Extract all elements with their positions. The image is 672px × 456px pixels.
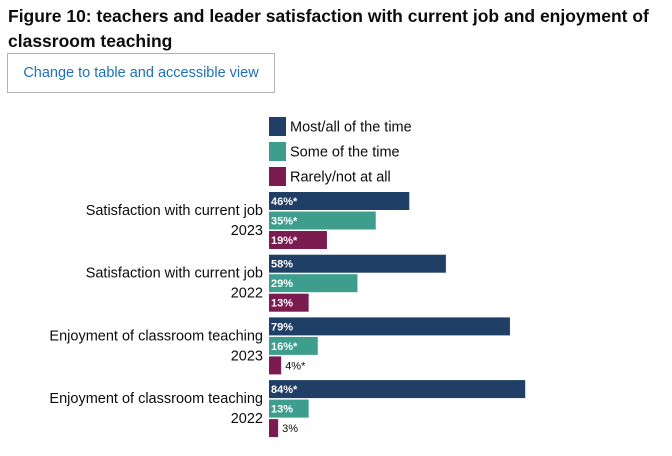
bar-some-of-the-time (269, 336, 318, 355)
category-label: 2022 (231, 286, 263, 302)
bar-rarely-not-at-all (269, 419, 279, 438)
data-label: 84%* (271, 384, 298, 396)
legend-label-some-of-the-time: Some of the time (290, 145, 400, 161)
bar-group-3: Enjoyment of classroom teaching 2022 84%* 1… (49, 380, 526, 438)
legend: Most/all of the time Some of the time Rare… (269, 117, 412, 186)
data-label: 19%* (271, 235, 298, 247)
bar-rarely-not-at-all (269, 231, 327, 249)
category-label: Satisfaction with current job (86, 203, 263, 219)
legend-label-most-all-of-the-time: Most/all of the time (290, 120, 412, 136)
legend-swatch-some-of-the-time (269, 142, 286, 161)
bar-most-all-of-the-time (269, 192, 410, 210)
bar-some-of-the-time (269, 399, 309, 418)
data-label: 46%* (271, 196, 298, 208)
data-label: 4%* (285, 360, 306, 372)
legend-swatch-most-all-of-the-time (269, 117, 286, 136)
data-label: 16%* (271, 341, 298, 353)
bar-rarely-not-at-all (269, 293, 309, 312)
data-label: 3% (282, 423, 298, 435)
data-label: 13% (271, 298, 293, 310)
category-label: Enjoyment of classroom teaching (49, 391, 263, 407)
bar-some-of-the-time (269, 211, 376, 230)
data-label: 29% (271, 278, 293, 290)
category-label: Enjoyment of classroom teaching (49, 328, 263, 344)
legend-swatch-rarely-not-at-all (269, 167, 286, 186)
category-label: 2023 (231, 348, 263, 364)
bar-rarely-not-at-all (269, 356, 282, 375)
category-label: Satisfaction with current job (86, 266, 263, 282)
data-label: 58% (271, 259, 293, 271)
bar-some-of-the-time (269, 274, 358, 293)
data-label: 13% (271, 404, 293, 416)
figure-title: Figure 10: teachers and leader satisfact… (8, 6, 649, 51)
change-to-table-button[interactable]: Change to table and accessible view (7, 53, 275, 93)
data-label: 79% (271, 321, 293, 333)
data-label: 35%* (271, 216, 298, 228)
bar-most-all-of-the-time (269, 254, 446, 273)
bar-group-2: Enjoyment of classroom teaching 2023 79% 16… (49, 317, 510, 375)
bar-most-all-of-the-time (269, 317, 510, 336)
legend-label-rarely-not-at-all: Rarely/not at all (290, 170, 391, 186)
category-label: 2023 (231, 223, 263, 239)
bar-group-1: Satisfaction with current job 2022 58% 29% 1… (86, 254, 446, 312)
bar-most-all-of-the-time (269, 380, 526, 399)
category-label: 2022 (231, 411, 263, 427)
bar-group-0: Satisfaction with current job 2023 46%* 35%… (86, 192, 410, 249)
